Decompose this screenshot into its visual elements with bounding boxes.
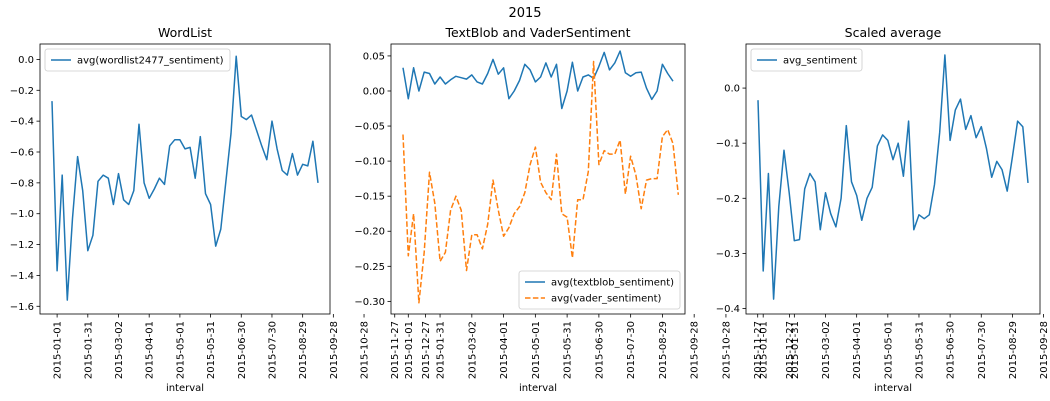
x-tick-label: 2015-05-31: [914, 321, 925, 379]
axes-frame: [745, 43, 1041, 315]
x-tick-label: 2015-05-01: [531, 321, 542, 379]
x-tick-label: 2015-06-30: [594, 321, 605, 379]
x-tick-label: 2015-04-01: [145, 321, 156, 379]
legend-frame: [750, 48, 863, 72]
series-line-1: [51, 55, 319, 301]
x-axis-label: interval: [166, 383, 204, 394]
y-tick-label: −0.4: [10, 117, 34, 128]
chart-panel-1: WordList 0.0 −0.2 −0.4 −0.6 −0.8 −1.0 −1.2 −1.4 −…: [10, 25, 432, 394]
x-tick-label: 2015-06-30: [237, 321, 248, 379]
y-tick-label: −0.20: [354, 227, 385, 238]
x-tick-label: 2015-01-31: [83, 321, 94, 379]
x-tick-label: 2015-11-27: [753, 321, 764, 379]
y-tick-label: −0.30: [354, 297, 385, 308]
y-tick-label: −0.1: [716, 139, 740, 150]
x-tick-label: 2015-07-30: [977, 321, 988, 379]
x-axis-label: interval: [874, 383, 912, 394]
x-tick-label: 2015-03-02: [821, 321, 832, 379]
x-tick-label: 2015-05-01: [883, 321, 894, 379]
legend-label: avg(wordlist2477_sentiment): [77, 56, 224, 67]
x-tick-label: 2015-01-01: [53, 321, 64, 379]
y-tick-label: −0.3: [716, 249, 740, 260]
x-tick-label: 2015-07-30: [626, 321, 637, 379]
y-tick-label: −0.6: [10, 148, 34, 159]
series-line-1: [402, 50, 674, 110]
axes-frame: [39, 43, 331, 315]
x-tick-label: 2015-03-02: [114, 321, 125, 379]
x-tick-label: 2015-09-28: [690, 321, 701, 379]
legend-frame: [518, 270, 681, 310]
x-tick-label: 2015-08-29: [1008, 321, 1019, 379]
y-tick-label: 0.0: [724, 84, 740, 95]
y-tick-label: −1.6: [10, 302, 34, 313]
x-tick-label: 2015-03-02: [467, 321, 478, 379]
x-tick-label: 2015-10-28: [360, 321, 371, 379]
legend: avg(wordlist2477_sentiment): [44, 48, 231, 72]
chart-title: WordList: [158, 25, 212, 40]
y-tick-label: 0.0: [18, 55, 34, 66]
y-tick-label: 0.00: [363, 86, 385, 97]
x-tick-label: 2015-05-31: [206, 321, 217, 379]
x-tick-label: 2015-05-31: [563, 321, 574, 379]
chart-panel-3: Scaled average 0.0 −0.1 −0.2 −0.3 −0.4 2015-01…: [716, 25, 1050, 394]
x-tick-label: 2015-09-28: [1039, 321, 1050, 379]
x-tick-label: 2015-07-30: [267, 321, 278, 379]
legend-label: avg(vader_sentiment): [551, 294, 662, 305]
x-tick-label: 2015-01-31: [790, 321, 801, 379]
x-tick-label: 2015-01-01: [759, 321, 770, 379]
x-tick-label: 2015-12-27: [421, 321, 432, 379]
legend-label: avg(textblob_sentiment): [551, 278, 674, 289]
x-tick-label: 2015-08-29: [298, 321, 309, 379]
x-tick-label: 2015-05-01: [175, 321, 186, 379]
x-tick-label: 2015-04-01: [499, 321, 510, 379]
x-tick-label: 2015-08-29: [658, 321, 669, 379]
y-tick-label: −0.8: [10, 178, 34, 189]
chart-title: Scaled average: [845, 25, 942, 40]
x-tick-label: 2015-10-28: [721, 321, 732, 379]
x-tick-label: 2015-09-28: [329, 321, 340, 379]
x-tick-label: 2015-01-01: [404, 321, 415, 379]
y-tick-label: −0.15: [354, 192, 385, 203]
x-tick-label: 2015-04-01: [852, 321, 863, 379]
x-tick-label: 2015-12-27: [785, 321, 796, 379]
legend: avg_sentiment: [750, 48, 863, 72]
series-line-2: [402, 60, 680, 304]
legend: avg(textblob_sentiment) avg(vader_sentime…: [518, 270, 681, 310]
legend-frame: [44, 48, 231, 72]
y-tick-label: −0.4: [716, 304, 740, 315]
y-tick-label: −1.4: [10, 271, 34, 282]
x-axis-label: interval: [519, 383, 557, 394]
chart-title: TextBlob and VaderSentiment: [445, 25, 631, 40]
x-tick-label: 2015-11-27: [390, 321, 401, 379]
y-tick-label: −0.05: [354, 122, 385, 133]
chart-panel-2: TextBlob and VaderSentiment 0.05 0.00 −0.05…: [354, 25, 796, 394]
x-tick-label: 2015-01-31: [436, 321, 447, 379]
axes-frame: [390, 43, 686, 315]
y-tick-label: 0.05: [363, 51, 385, 62]
y-tick-label: −0.2: [10, 86, 34, 97]
legend-label: avg_sentiment: [783, 56, 857, 67]
y-tick-label: −0.2: [716, 194, 740, 205]
y-tick-label: −1.2: [10, 240, 34, 251]
series-line-1: [757, 54, 1029, 300]
y-tick-label: −0.25: [354, 262, 385, 273]
y-tick-label: −1.0: [10, 209, 34, 220]
y-tick-label: −0.10: [354, 157, 385, 168]
figure-suptitle: 2015: [508, 6, 541, 21]
x-tick-label: 2015-06-30: [946, 321, 957, 379]
